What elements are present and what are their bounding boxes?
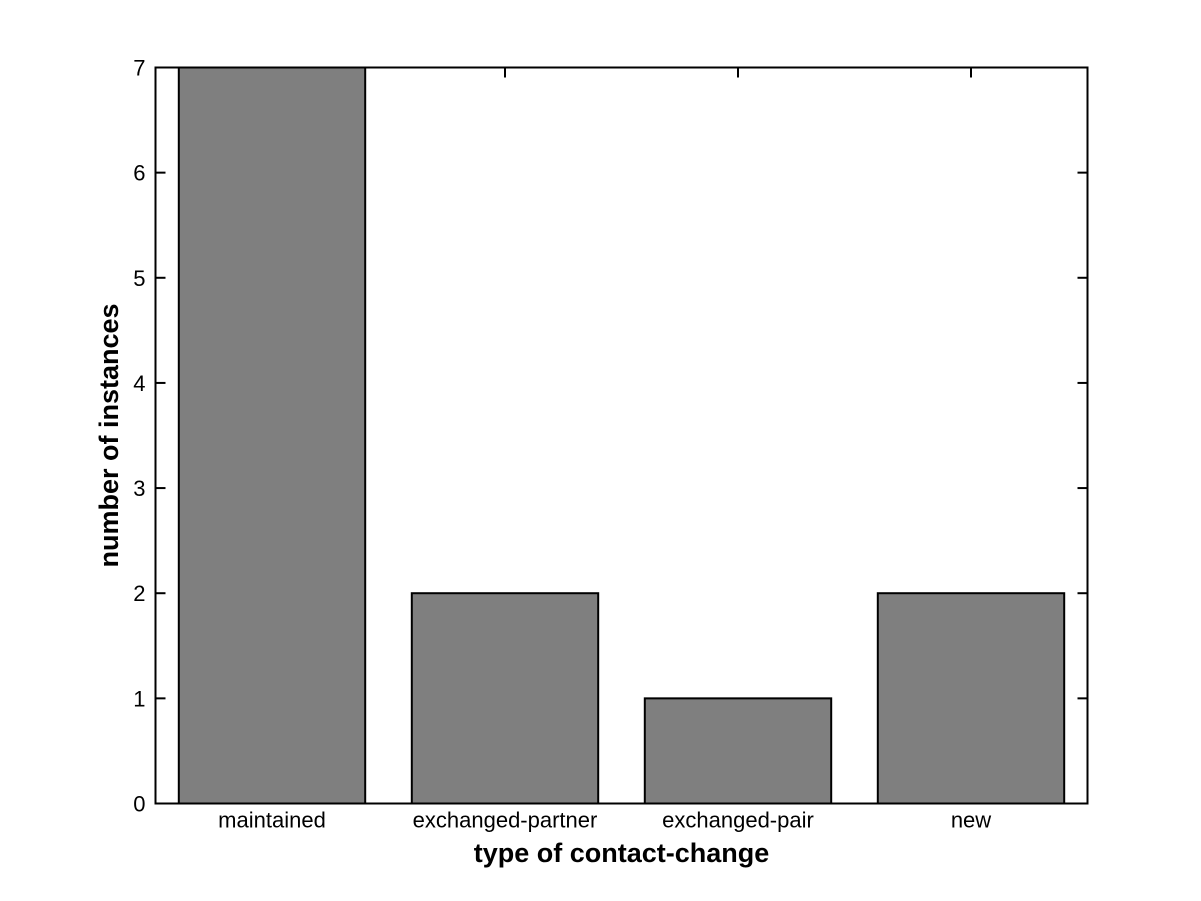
- y-tick-label: 6: [133, 161, 145, 186]
- x-axis-label: type of contact-change: [474, 838, 770, 868]
- x-tick-label: exchanged-partner: [413, 808, 598, 833]
- y-tick-label: 1: [133, 686, 145, 711]
- y-tick-label: 2: [133, 581, 145, 606]
- y-tick-label: 3: [133, 476, 145, 501]
- y-tick-label: 5: [133, 266, 145, 291]
- bar-new: [876, 592, 1066, 805]
- axes-box: [154, 66, 1089, 805]
- bar-maintained: [177, 66, 367, 805]
- y-tick-label: 4: [133, 371, 145, 396]
- y-tick-label: 0: [133, 792, 145, 817]
- y-tick-label: 7: [133, 56, 145, 81]
- bar-exchanged-pair: [643, 697, 833, 805]
- bar-exchanged-partner: [410, 592, 600, 805]
- x-tick-label: new: [951, 808, 991, 833]
- x-tick-label: maintained: [218, 808, 326, 833]
- y-axis-label: number of instances: [94, 303, 124, 567]
- x-tick-label: exchanged-pair: [662, 808, 814, 833]
